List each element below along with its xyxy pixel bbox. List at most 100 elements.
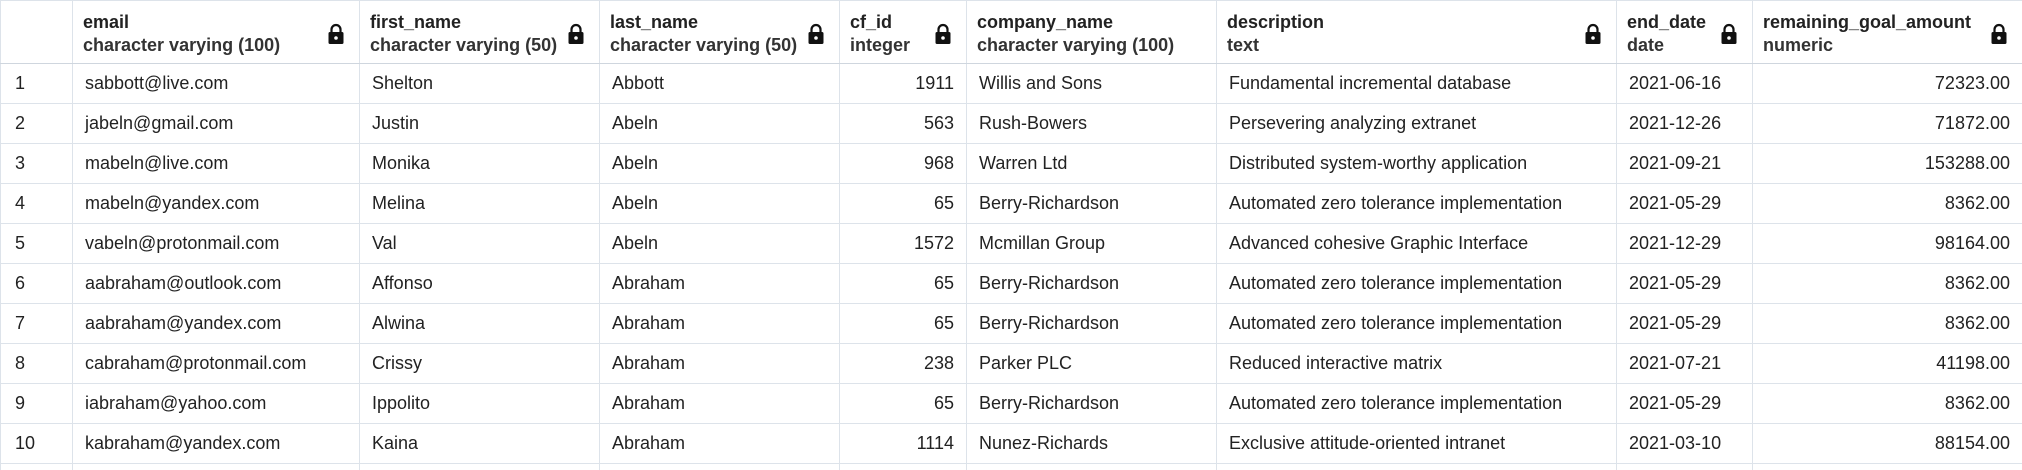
cell-remaining-goal-amount[interactable]: 98164.00 <box>1752 223 2022 264</box>
cell-description[interactable]: Automated zero tolerance implementation <box>1216 303 1617 344</box>
cell-last-name[interactable]: Abraham <box>599 303 840 344</box>
cell-email[interactable]: sabbott@live.com <box>72 63 360 104</box>
cell-description[interactable]: Automated zero tolerance implementation <box>1216 263 1617 304</box>
cell-last-name[interactable]: Abraham <box>599 423 840 464</box>
cell-cf-id[interactable]: 563 <box>839 103 967 144</box>
cell-company-name[interactable]: Berry-Richardson <box>966 183 1217 224</box>
cell-cf-id[interactable]: 65 <box>839 303 967 344</box>
cell-first-name[interactable]: Melina <box>359 183 600 224</box>
row-number-cell[interactable]: 8 <box>0 343 73 384</box>
cell-last-name[interactable]: Abeln <box>599 223 840 264</box>
column-header-company-name[interactable]: company_name character varying (100) <box>966 0 1217 64</box>
cell-end-date[interactable]: 2021-03-10 <box>1616 423 1753 464</box>
cell-remaining-goal-amount[interactable]: 71872.00 <box>1752 103 2022 144</box>
row-number-cell[interactable]: 3 <box>0 143 73 184</box>
cell-remaining-goal-amount[interactable]: 72323.00 <box>1752 63 2022 104</box>
cell-company-name[interactable]: Berry-Richardson <box>966 383 1217 424</box>
table-row[interactable]: 1 sabbott@live.com Shelton Abbott 1911 Willis… <box>0 63 2022 104</box>
cell-company-name[interactable]: Berry-Richardson <box>966 263 1217 304</box>
cell-end-date[interactable]: 2021-06-16 <box>1616 63 1753 104</box>
cell-remaining-goal-amount[interactable]: 8362.00 <box>1752 303 2022 344</box>
cell-cf-id[interactable]: 1572 <box>839 223 967 264</box>
column-header-end-date[interactable]: end_date date <box>1616 0 1753 64</box>
cell-last-name[interactable]: Abraham <box>599 263 840 304</box>
cell-first-name[interactable]: Justin <box>359 103 600 144</box>
cell-company-name[interactable]: Nunez-Richards <box>966 423 1217 464</box>
cell-email[interactable]: iabraham@yahoo.com <box>72 383 360 424</box>
column-header-last-name[interactable]: last_name character varying (50) <box>599 0 840 64</box>
row-number-header[interactable] <box>0 0 73 64</box>
cell-email[interactable]: aabraham@yandex.com <box>72 303 360 344</box>
cell-last-name[interactable]: Abbott <box>599 63 840 104</box>
cell-end-date[interactable]: 2021-09-21 <box>1616 143 1753 184</box>
cell-email[interactable]: mabeln@live.com <box>72 143 360 184</box>
cell-description[interactable]: Reduced interactive matrix <box>1216 343 1617 384</box>
cell-end-date[interactable]: 2021-07-21 <box>1616 343 1753 384</box>
cell-cf-id[interactable]: 65 <box>839 383 967 424</box>
cell-company-name[interactable]: Willis and Sons <box>966 63 1217 104</box>
cell-cf-id[interactable]: 1114 <box>839 423 967 464</box>
column-header-description[interactable]: description text <box>1216 0 1617 64</box>
cell-company-name[interactable]: Parker PLC <box>966 343 1217 384</box>
cell-first-name[interactable]: Alwina <box>359 303 600 344</box>
cell-email[interactable]: kabraham@yandex.com <box>72 423 360 464</box>
cell-email[interactable]: jabeln@gmail.com <box>72 103 360 144</box>
column-header-cf-id[interactable]: cf_id integer <box>839 0 967 64</box>
cell-end-date[interactable]: 2021-05-29 <box>1616 383 1753 424</box>
cell-company-name[interactable]: Rush-Bowers <box>966 103 1217 144</box>
row-number-cell[interactable]: 1 <box>0 63 73 104</box>
cell-cf-id[interactable]: 968 <box>839 143 967 184</box>
cell-cf-id[interactable]: 65 <box>839 263 967 304</box>
table-row[interactable]: 6 aabraham@outlook.com Affonso Abraham 65 Ber… <box>0 263 2022 304</box>
cell-first-name[interactable]: Kaina <box>359 423 600 464</box>
cell-last-name[interactable]: Abeln <box>599 183 840 224</box>
cell-remaining-goal-amount[interactable]: 88154.00 <box>1752 423 2022 464</box>
row-number-cell[interactable]: 7 <box>0 303 73 344</box>
cell-end-date[interactable]: 2021-05-29 <box>1616 263 1753 304</box>
row-number-cell[interactable]: 2 <box>0 103 73 144</box>
cell-first-name[interactable]: Shelton <box>359 63 600 104</box>
cell-first-name[interactable]: Affonso <box>359 263 600 304</box>
table-row[interactable]: 2 jabeln@gmail.com Justin Abeln 563 Rush-Bowe… <box>0 103 2022 144</box>
cell-email[interactable]: cabraham@protonmail.com <box>72 343 360 384</box>
cell-cf-id[interactable]: 238 <box>839 343 967 384</box>
cell-email[interactable]: aabraham@outlook.com <box>72 263 360 304</box>
row-number-cell[interactable]: 4 <box>0 183 73 224</box>
cell-cf-id[interactable]: 65 <box>839 183 967 224</box>
cell-remaining-goal-amount[interactable]: 8362.00 <box>1752 183 2022 224</box>
cell-description[interactable]: Advanced cohesive Graphic Interface <box>1216 223 1617 264</box>
table-row[interactable]: 10 kabraham@yandex.com Kaina Abraham 1114 Nun… <box>0 423 2022 464</box>
cell-last-name[interactable]: Abraham <box>599 383 840 424</box>
cell-last-name[interactable]: Abeln <box>599 143 840 184</box>
cell-description[interactable]: Automated zero tolerance implementation <box>1216 183 1617 224</box>
cell-description[interactable]: Fundamental incremental database <box>1216 63 1617 104</box>
table-row[interactable]: 4 mabeln@yandex.com Melina Abeln 65 Berry-Ric… <box>0 183 2022 224</box>
cell-last-name[interactable]: Abeln <box>599 103 840 144</box>
cell-end-date[interactable]: 2021-05-29 <box>1616 183 1753 224</box>
cell-description[interactable]: Persevering analyzing extranet <box>1216 103 1617 144</box>
table-row[interactable]: 9 iabraham@yahoo.com Ippolito Abraham 65 Berr… <box>0 383 2022 424</box>
cell-first-name[interactable]: Val <box>359 223 600 264</box>
cell-description[interactable]: Distributed system-worthy application <box>1216 143 1617 184</box>
table-row[interactable]: 3 mabeln@live.com Monika Abeln 968 Warren Ltd… <box>0 143 2022 184</box>
row-number-cell[interactable]: 5 <box>0 223 73 264</box>
cell-company-name[interactable]: Mcmillan Group <box>966 223 1217 264</box>
cell-end-date[interactable]: 2021-12-26 <box>1616 103 1753 144</box>
table-row[interactable]: 8 cabraham@protonmail.com Crissy Abraham 238… <box>0 343 2022 384</box>
cell-company-name[interactable]: Warren Ltd <box>966 143 1217 184</box>
cell-last-name[interactable]: Abraham <box>599 343 840 384</box>
column-header-first-name[interactable]: first_name character varying (50) <box>359 0 600 64</box>
cell-remaining-goal-amount[interactable]: 41198.00 <box>1752 343 2022 384</box>
cell-cf-id[interactable]: 1911 <box>839 63 967 104</box>
row-number-cell[interactable]: 6 <box>0 263 73 304</box>
cell-description[interactable]: Exclusive attitude-oriented intranet <box>1216 423 1617 464</box>
cell-email[interactable]: vabeln@protonmail.com <box>72 223 360 264</box>
column-header-remaining-goal-amount[interactable]: remaining_goal_amount numeric <box>1752 0 2022 64</box>
table-row[interactable]: 7 aabraham@yandex.com Alwina Abraham 65 Berry… <box>0 303 2022 344</box>
column-header-email[interactable]: email character varying (100) <box>72 0 360 64</box>
cell-company-name[interactable]: Berry-Richardson <box>966 303 1217 344</box>
cell-end-date[interactable]: 2021-05-29 <box>1616 303 1753 344</box>
cell-email[interactable]: mabeln@yandex.com <box>72 183 360 224</box>
cell-remaining-goal-amount[interactable]: 153288.00 <box>1752 143 2022 184</box>
cell-remaining-goal-amount[interactable]: 8362.00 <box>1752 383 2022 424</box>
